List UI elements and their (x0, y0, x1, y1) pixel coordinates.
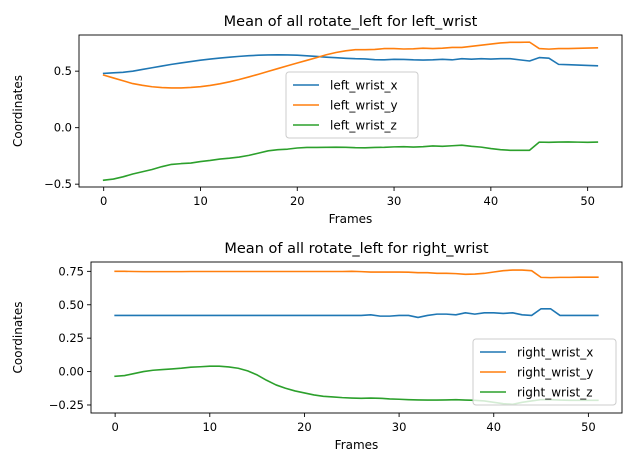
x-tick-label: 30 (387, 194, 402, 208)
x-tick-label: 20 (290, 194, 305, 208)
series-line-left_wrist_z (102, 141, 599, 182)
x-axis-label: Frames (335, 438, 379, 452)
y-axis-label: Coordinates (11, 75, 25, 147)
chart-title: Mean of all rotate_left for right_wrist (224, 241, 489, 257)
x-tick-label: 30 (392, 420, 407, 434)
y-tick-label: 0.75 (58, 264, 84, 278)
x-tick-label: 40 (484, 194, 499, 208)
x-tick-label: 50 (580, 194, 595, 208)
x-tick-label: 50 (581, 420, 596, 434)
legend-label: left_wrist_x (330, 79, 398, 93)
legend: left_wrist_x left_wrist_y left_wrist_z (285, 71, 419, 139)
x-tick-label: 10 (193, 194, 208, 208)
chart-2: Mean of all rotate_left for right_wrist 0… (11, 241, 623, 452)
x-tick-label: 40 (486, 420, 501, 434)
legend-box (285, 71, 419, 139)
y-tick-label: 0.00 (58, 365, 84, 379)
legend: right_wrist_x right_wrist_y right_wrist_z (472, 338, 617, 406)
series-line-right_wrist_x (114, 307, 599, 319)
x-tick-label: 10 (202, 420, 217, 434)
y-tick-label: −0.5 (44, 177, 72, 191)
legend-label: right_wrist_x (517, 346, 593, 360)
y-axis-label: Coordinates (11, 301, 25, 373)
x-tick-label: 0 (111, 420, 118, 434)
chart-title: Mean of all rotate_left for left_wrist (224, 14, 478, 30)
legend-label: right_wrist_y (517, 366, 593, 380)
y-tick-label: 0.50 (58, 298, 84, 312)
y-tick-label: 0.0 (54, 121, 72, 135)
legend-label: left_wrist_z (330, 119, 397, 133)
x-tick-label: 0 (100, 194, 107, 208)
x-axis-label: Frames (329, 212, 373, 226)
legend-label: right_wrist_z (517, 386, 593, 400)
series-line-right_wrist_y (114, 269, 599, 279)
chart-1: Mean of all rotate_left for left_wrist 0 1… (11, 14, 623, 226)
y-tick-label: 0.5 (54, 64, 72, 78)
x-tick-label: 20 (297, 420, 312, 434)
series-line-left_wrist_x (102, 53, 599, 75)
series-line-left_wrist_y (102, 41, 599, 89)
legend-box (472, 338, 617, 406)
axes-frame (78, 34, 623, 188)
legend-label: left_wrist_y (330, 99, 398, 113)
axes-frame (90, 261, 623, 414)
y-tick-label: −0.25 (49, 398, 84, 412)
y-tick-label: 0.25 (58, 331, 84, 345)
